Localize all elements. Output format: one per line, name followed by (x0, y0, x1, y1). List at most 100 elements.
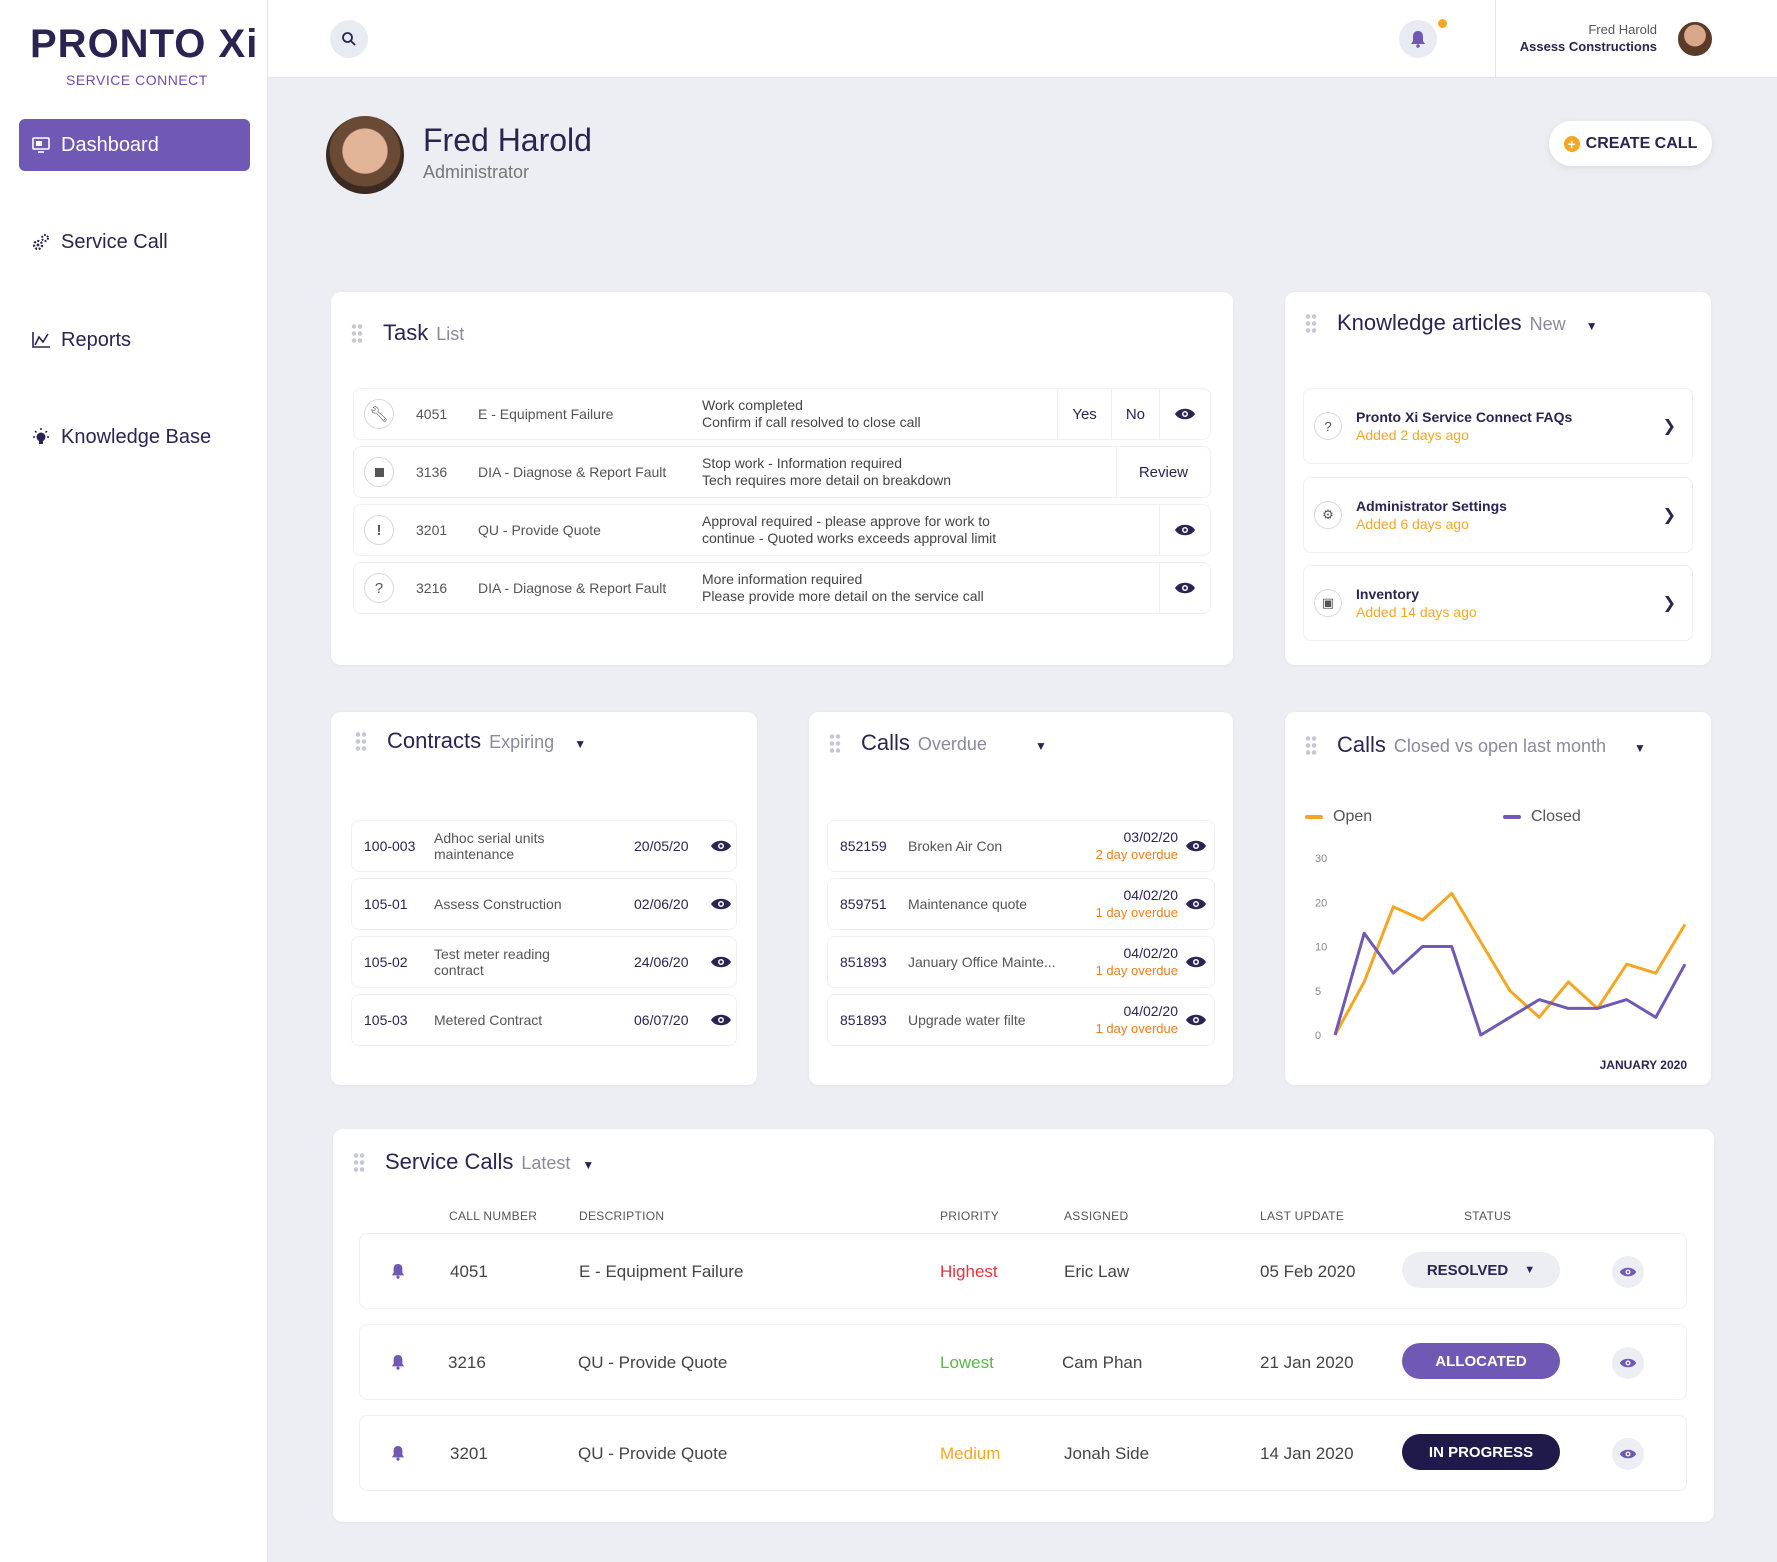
search-button[interactable] (330, 20, 368, 58)
column-header[interactable]: LAST UPDATE (1260, 1209, 1345, 1223)
drag-handle-icon[interactable] (351, 323, 363, 343)
overdue-call-row[interactable]: 851893 Upgrade water filte 04/02/20 1 day… (827, 994, 1215, 1046)
assigned-name: Cam Phan (1062, 1353, 1143, 1372)
article-title: Inventory (1356, 586, 1420, 602)
table-row[interactable]: 3201 QU - Provide Quote Medium Jonah Sid… (359, 1415, 1687, 1491)
view-button[interactable] (706, 955, 736, 969)
call-description: Maintenance quote (908, 896, 1028, 912)
sidebar-item-reports[interactable]: Reports (19, 314, 250, 366)
avatar[interactable] (1676, 20, 1714, 58)
create-call-label: CREATE CALL (1585, 134, 1698, 152)
sidebar-item-service-call[interactable]: Service Call (19, 216, 250, 268)
card-header: Task List (351, 320, 476, 346)
status-badge[interactable]: ALLOCATED (1402, 1343, 1560, 1379)
view-button[interactable] (706, 839, 736, 853)
task-row[interactable]: 3136 DIA - Diagnose & Report Fault Stop … (353, 446, 1211, 498)
create-call-button[interactable]: + CREATE CALL (1549, 121, 1712, 166)
drag-handle-icon[interactable] (1305, 313, 1317, 333)
article-date: Added 2 days ago (1356, 427, 1469, 443)
chevron-down-icon[interactable]: ▼ (582, 1158, 595, 1172)
call-due: 03/02/20 2 day overdue (1095, 829, 1178, 862)
priority-label: Lowest (940, 1353, 994, 1372)
article-item[interactable]: ⚙︎ Administrator Settings Added 6 days ag… (1303, 477, 1693, 553)
card-title: Calls (861, 730, 910, 755)
knowledge-articles-card: Knowledge articles New ▼ ? Pronto Xi Ser… (1285, 292, 1711, 665)
sidebar: PRONTO Xi SERVICE CONNECT Dashboard Serv… (0, 0, 268, 1562)
notifications-button[interactable] (1399, 20, 1437, 58)
user-menu[interactable]: Fred Harold Assess Constructions (1520, 22, 1657, 54)
status-badge[interactable]: IN PROGRESS (1402, 1434, 1560, 1470)
contract-row[interactable]: 100-003 Adhoc serial units maintenance 20… (351, 820, 737, 872)
sidebar-item-knowledge-base[interactable]: Knowledge Base (19, 411, 250, 463)
view-button[interactable] (1178, 897, 1214, 911)
view-button[interactable] (1612, 1438, 1644, 1470)
view-button[interactable] (706, 897, 736, 911)
column-header[interactable]: CALL NUMBER (449, 1209, 538, 1223)
series-line-open (1333, 891, 1687, 1036)
call-description: Broken Air Con (908, 838, 1003, 854)
overdue-call-row[interactable]: 851893 January Office Mainte... 04/02/20… (827, 936, 1215, 988)
view-button[interactable] (1160, 563, 1210, 613)
call-number: 852159 (840, 838, 887, 854)
column-header[interactable]: STATUS (1464, 1209, 1512, 1223)
review-button[interactable]: Review (1138, 463, 1188, 481)
column-header[interactable]: DESCRIPTION (579, 1209, 665, 1223)
line-chart: 0 5 10 20 30 JANUARY 2020 (1315, 853, 1688, 1072)
column-header[interactable]: ASSIGNED (1064, 1209, 1129, 1223)
legend-item-open: Open (1305, 808, 1372, 826)
contract-row[interactable]: 105-02 Test meter reading contract 24/06/… (351, 936, 737, 988)
table-row[interactable]: 4051 E - Equipment Failure Highest Eric … (359, 1233, 1687, 1309)
overdue-call-row[interactable]: 859751 Maintenance quote 04/02/20 1 day o… (827, 878, 1215, 930)
call-due: 04/02/20 1 day overdue (1095, 945, 1178, 978)
table-row[interactable]: 3216 QU - Provide Quote Lowest Cam Phan … (359, 1324, 1687, 1400)
view-button[interactable] (1612, 1256, 1644, 1288)
assigned-name: Jonah Side (1064, 1444, 1150, 1463)
card-title: Task (383, 320, 429, 345)
chevron-down-icon[interactable]: ▼ (1034, 739, 1047, 753)
drag-handle-icon[interactable] (1305, 735, 1317, 755)
logo[interactable]: PRONTO Xi SERVICE CONNECT (30, 22, 258, 88)
chevron-down-icon[interactable]: ▼ (1634, 741, 1646, 755)
task-row[interactable]: ! 3201 QU - Provide Quote Approval requi… (353, 504, 1211, 556)
drag-handle-icon[interactable] (353, 1152, 365, 1172)
question-icon: ? (364, 573, 394, 603)
view-button[interactable] (1160, 389, 1210, 439)
drag-handle-icon[interactable] (829, 733, 841, 753)
contract-row[interactable]: 105-01 Assess Construction 02/06/20 (351, 878, 737, 930)
chart-icon (31, 330, 51, 350)
task-list-card: Task List 🔧︎ 4051 E - Equipment Failure … (331, 292, 1233, 665)
column-header[interactable]: PRIORITY (940, 1209, 1000, 1223)
eye-icon (1619, 1267, 1637, 1277)
card-title: Contracts (387, 728, 482, 753)
drag-handle-icon[interactable] (355, 731, 367, 751)
no-button[interactable]: No (1125, 405, 1145, 423)
yes-button[interactable]: Yes (1072, 405, 1097, 423)
bell-icon (384, 1257, 412, 1285)
task-type: DIA - Diagnose & Report Fault (478, 464, 667, 480)
task-row[interactable]: 🔧︎ 4051 E - Equipment Failure Work compl… (353, 388, 1211, 440)
view-button[interactable] (1178, 1013, 1214, 1027)
view-button[interactable] (1612, 1347, 1644, 1379)
view-button[interactable] (1178, 955, 1214, 969)
view-button[interactable] (1160, 505, 1210, 555)
calls-overdue-card: Calls Overdue ▼ 852159 Broken Air Con 03… (809, 712, 1233, 1085)
view-button[interactable] (1178, 839, 1214, 853)
contract-date: 02/06/20 (634, 896, 689, 912)
card-subtitle: New (1529, 314, 1566, 334)
legend-swatch (1503, 815, 1521, 819)
task-row[interactable]: ? 3216 DIA - Diagnose & Report Fault Mor… (353, 562, 1211, 614)
status-dropdown[interactable]: RESOLVED ▼ (1402, 1252, 1560, 1288)
article-item[interactable]: ? Pronto Xi Service Connect FAQs Added 2 … (1303, 388, 1693, 464)
overdue-call-row[interactable]: 852159 Broken Air Con 03/02/20 2 day over… (827, 820, 1215, 872)
view-button[interactable] (706, 1013, 736, 1027)
chevron-down-icon[interactable]: ▼ (574, 737, 587, 751)
contract-description: Adhoc serial units maintenance (434, 830, 545, 862)
x-axis-label: JANUARY 2020 (1600, 1058, 1688, 1072)
sidebar-item-dashboard[interactable]: Dashboard (19, 119, 250, 171)
contract-row[interactable]: 105-03 Metered Contract 06/07/20 (351, 994, 737, 1046)
y-tick-label: 5 (1315, 986, 1321, 998)
article-item[interactable]: ▣ Inventory Added 14 days ago ❯ (1303, 565, 1693, 641)
chevron-down-icon[interactable]: ▼ (1585, 319, 1598, 333)
eye-icon (711, 956, 731, 968)
card-title: Calls (1337, 732, 1386, 757)
